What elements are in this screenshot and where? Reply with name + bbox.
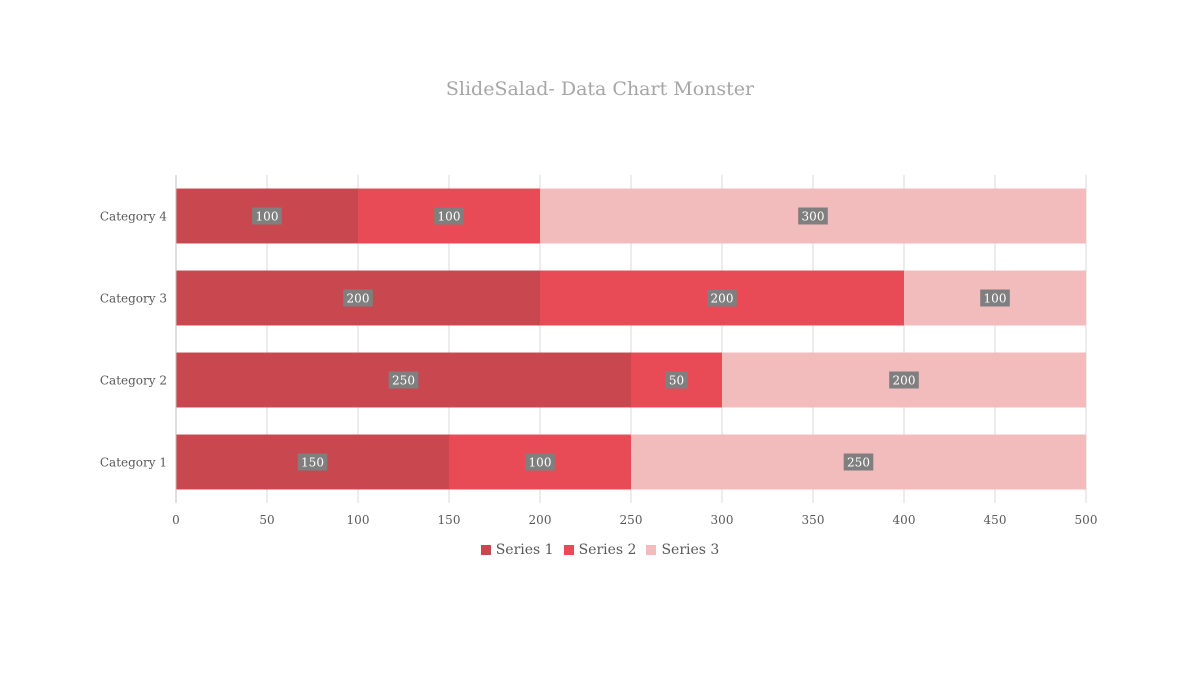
legend-label: Series 2 bbox=[578, 542, 637, 558]
x-tick-label: 300 bbox=[711, 513, 734, 527]
legend-item: Series 2 bbox=[563, 542, 637, 558]
legend-swatch bbox=[646, 545, 657, 555]
data-label: 250 bbox=[847, 456, 870, 470]
legend-label: Series 3 bbox=[661, 542, 720, 558]
data-label: 300 bbox=[802, 210, 825, 224]
data-label-box bbox=[297, 453, 328, 471]
x-tick-label: 200 bbox=[529, 513, 552, 527]
x-tick-label: 450 bbox=[984, 513, 1007, 527]
category-tick-label: Category 2 bbox=[100, 374, 167, 388]
data-label-box bbox=[252, 207, 282, 225]
data-label: 150 bbox=[301, 456, 324, 470]
data-label-box bbox=[665, 371, 688, 389]
data-label: 200 bbox=[893, 374, 916, 388]
data-label-box bbox=[388, 371, 419, 389]
bars-group bbox=[176, 188, 1086, 490]
category-tick-label: Category 4 bbox=[100, 210, 167, 224]
data-label-box bbox=[707, 289, 737, 307]
data-label-box bbox=[980, 289, 1010, 307]
x-tick-label: 400 bbox=[893, 513, 916, 527]
x-tick-label: 350 bbox=[802, 513, 825, 527]
x-tick-label: 500 bbox=[1075, 513, 1098, 527]
x-tick-label: 100 bbox=[347, 513, 370, 527]
data-label: 50 bbox=[669, 374, 684, 388]
legend-swatch bbox=[480, 545, 491, 555]
x-tick-label: 250 bbox=[620, 513, 643, 527]
data-label: 200 bbox=[347, 292, 370, 306]
legend-label: Series 1 bbox=[495, 542, 554, 558]
data-label: 250 bbox=[392, 374, 415, 388]
x-tick-label: 0 bbox=[172, 513, 180, 527]
data-label-box bbox=[798, 207, 828, 225]
data-label: 100 bbox=[984, 292, 1007, 306]
data-label-box bbox=[434, 207, 464, 225]
data-label: 100 bbox=[529, 456, 552, 470]
data-label: 100 bbox=[256, 210, 279, 224]
legend-swatch bbox=[563, 545, 574, 555]
category-tick-label: Category 1 bbox=[100, 456, 167, 470]
x-tick-label: 150 bbox=[438, 513, 461, 527]
data-label: 200 bbox=[711, 292, 734, 306]
data-label-box bbox=[889, 371, 919, 389]
category-tick-label: Category 3 bbox=[100, 292, 167, 306]
data-label-box bbox=[843, 453, 874, 471]
data-label: 100 bbox=[438, 210, 461, 224]
data-label-box bbox=[525, 453, 555, 471]
legend-item: Series 3 bbox=[646, 542, 719, 558]
chart-title: SlideSalad- Data Chart Monster bbox=[445, 78, 755, 100]
data-label-box bbox=[343, 289, 373, 307]
x-tick-label: 50 bbox=[259, 513, 274, 527]
data-labels-group: 150 100 250 250 50 200 200 200 100 100 100 300 bbox=[252, 207, 1010, 471]
legend: Series 1 Series 2 Series 3 bbox=[0, 542, 1200, 558]
legend-item: Series 1 bbox=[480, 542, 554, 558]
